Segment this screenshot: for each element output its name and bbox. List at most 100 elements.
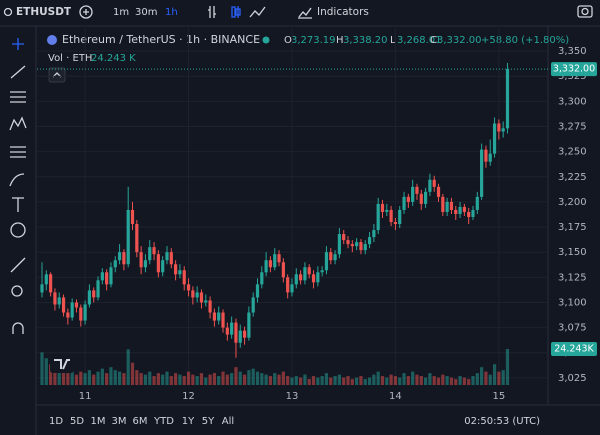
interval-active[interactable]: 1h (165, 7, 178, 18)
candle-body (212, 312, 216, 321)
candle-body (208, 300, 212, 313)
volume-bar (165, 371, 169, 385)
candle-body (333, 254, 337, 261)
candle-body (130, 209, 135, 225)
volume-bar (393, 376, 398, 385)
range-button[interactable]: All (222, 416, 234, 427)
volume-bar (53, 367, 57, 385)
volume-bar (480, 367, 484, 385)
volume-bar (83, 373, 87, 385)
volume-bar (359, 376, 363, 385)
volume-bar (398, 377, 402, 385)
projection-tool[interactable] (10, 146, 26, 158)
lens (581, 7, 589, 16)
volume-bar (337, 374, 341, 385)
magnet-tool[interactable] (12, 322, 24, 334)
volume-bar (432, 376, 436, 385)
range-button[interactable]: 1D (49, 416, 63, 427)
volume-bar (385, 377, 389, 385)
range-button[interactable]: 5D (70, 416, 84, 427)
volume-bar (475, 373, 479, 385)
candle-body (195, 292, 199, 298)
range-button[interactable]: 1Y (182, 416, 195, 427)
search-icon[interactable] (3, 7, 13, 17)
candle-body (286, 277, 290, 293)
range-button[interactable]: 5Y (202, 416, 215, 427)
volume-bar (441, 374, 445, 385)
volume-bar (488, 374, 492, 385)
candle-body (87, 290, 92, 305)
ruler-tool[interactable] (10, 257, 26, 273)
candle-body (458, 206, 462, 214)
candles-icon[interactable] (231, 6, 241, 18)
candle-body (449, 201, 454, 210)
text-tool[interactable] (12, 197, 24, 212)
line-icon[interactable] (249, 6, 266, 18)
range-button[interactable]: 1M (91, 416, 106, 427)
candle-body (117, 252, 122, 261)
pattern-tool[interactable] (9, 116, 27, 131)
volume-bar (346, 376, 350, 385)
bars-icon[interactable] (208, 6, 216, 18)
volume-bar (221, 371, 225, 385)
candle-body (342, 234, 346, 241)
collapse-button[interactable] (48, 67, 66, 83)
symbol[interactable]: ETHUSDT (16, 6, 72, 18)
volume-bar (105, 373, 109, 385)
candle-body (363, 244, 367, 251)
volume-bar (148, 371, 152, 385)
candle-body (385, 209, 389, 212)
volume-bar (247, 370, 251, 385)
volume-bar (415, 374, 419, 385)
candle-body (303, 267, 307, 281)
volume-bar (311, 376, 316, 385)
candle-body (432, 179, 436, 187)
zoom-tool[interactable] (11, 285, 23, 297)
candle-body (174, 264, 178, 275)
candle-body (230, 322, 234, 335)
y-tick-label: 3,150 (558, 247, 587, 258)
candle-body (372, 230, 376, 238)
price-tag (551, 62, 597, 77)
range-button[interactable]: 6M (133, 416, 148, 427)
y-tick-label: 3,100 (558, 297, 587, 308)
candle-body (359, 242, 363, 251)
indicators-button[interactable]: Indicators (317, 6, 369, 18)
candle-body (454, 209, 458, 214)
volume-tag-label: 24.243K (554, 344, 594, 355)
candle-body (217, 312, 221, 321)
volume-bar (117, 371, 122, 385)
legend-value: 3,268.01 (397, 35, 442, 46)
candle-body (423, 191, 428, 204)
volume-bar (501, 370, 505, 385)
crosshair-tool[interactable] (12, 38, 24, 50)
candle-body (53, 292, 57, 305)
volume-bar (66, 373, 70, 385)
candle-body (204, 300, 208, 303)
compare-button[interactable] (79, 5, 93, 19)
candle-body (376, 203, 380, 231)
volume-bar (182, 376, 186, 385)
candle-body (96, 280, 100, 298)
range-button[interactable]: 3M (112, 416, 127, 427)
brush-tool[interactable] (9, 173, 25, 187)
volume-bar (204, 377, 208, 385)
fib-tool[interactable] (10, 91, 26, 103)
indicators-icon[interactable] (298, 7, 312, 19)
interval[interactable]: 1m (113, 7, 129, 18)
trendline-tool[interactable] (10, 65, 26, 79)
y-tick-label: 3,175 (558, 222, 587, 233)
volume-bar (355, 377, 359, 385)
volume-bar (376, 371, 380, 385)
volume-bar (251, 368, 255, 385)
snapshot-icon[interactable] (577, 5, 593, 18)
chart-title: Ethereum / TetherUS · 1h · BINANCE (62, 33, 260, 46)
candle-body (346, 240, 350, 245)
icon-tool[interactable] (10, 222, 26, 238)
range-button[interactable]: YTD (153, 416, 174, 427)
volume-bar (113, 370, 117, 385)
interval[interactable]: 30m (135, 7, 157, 18)
volume-bar (79, 371, 83, 385)
candle-body (488, 153, 492, 162)
